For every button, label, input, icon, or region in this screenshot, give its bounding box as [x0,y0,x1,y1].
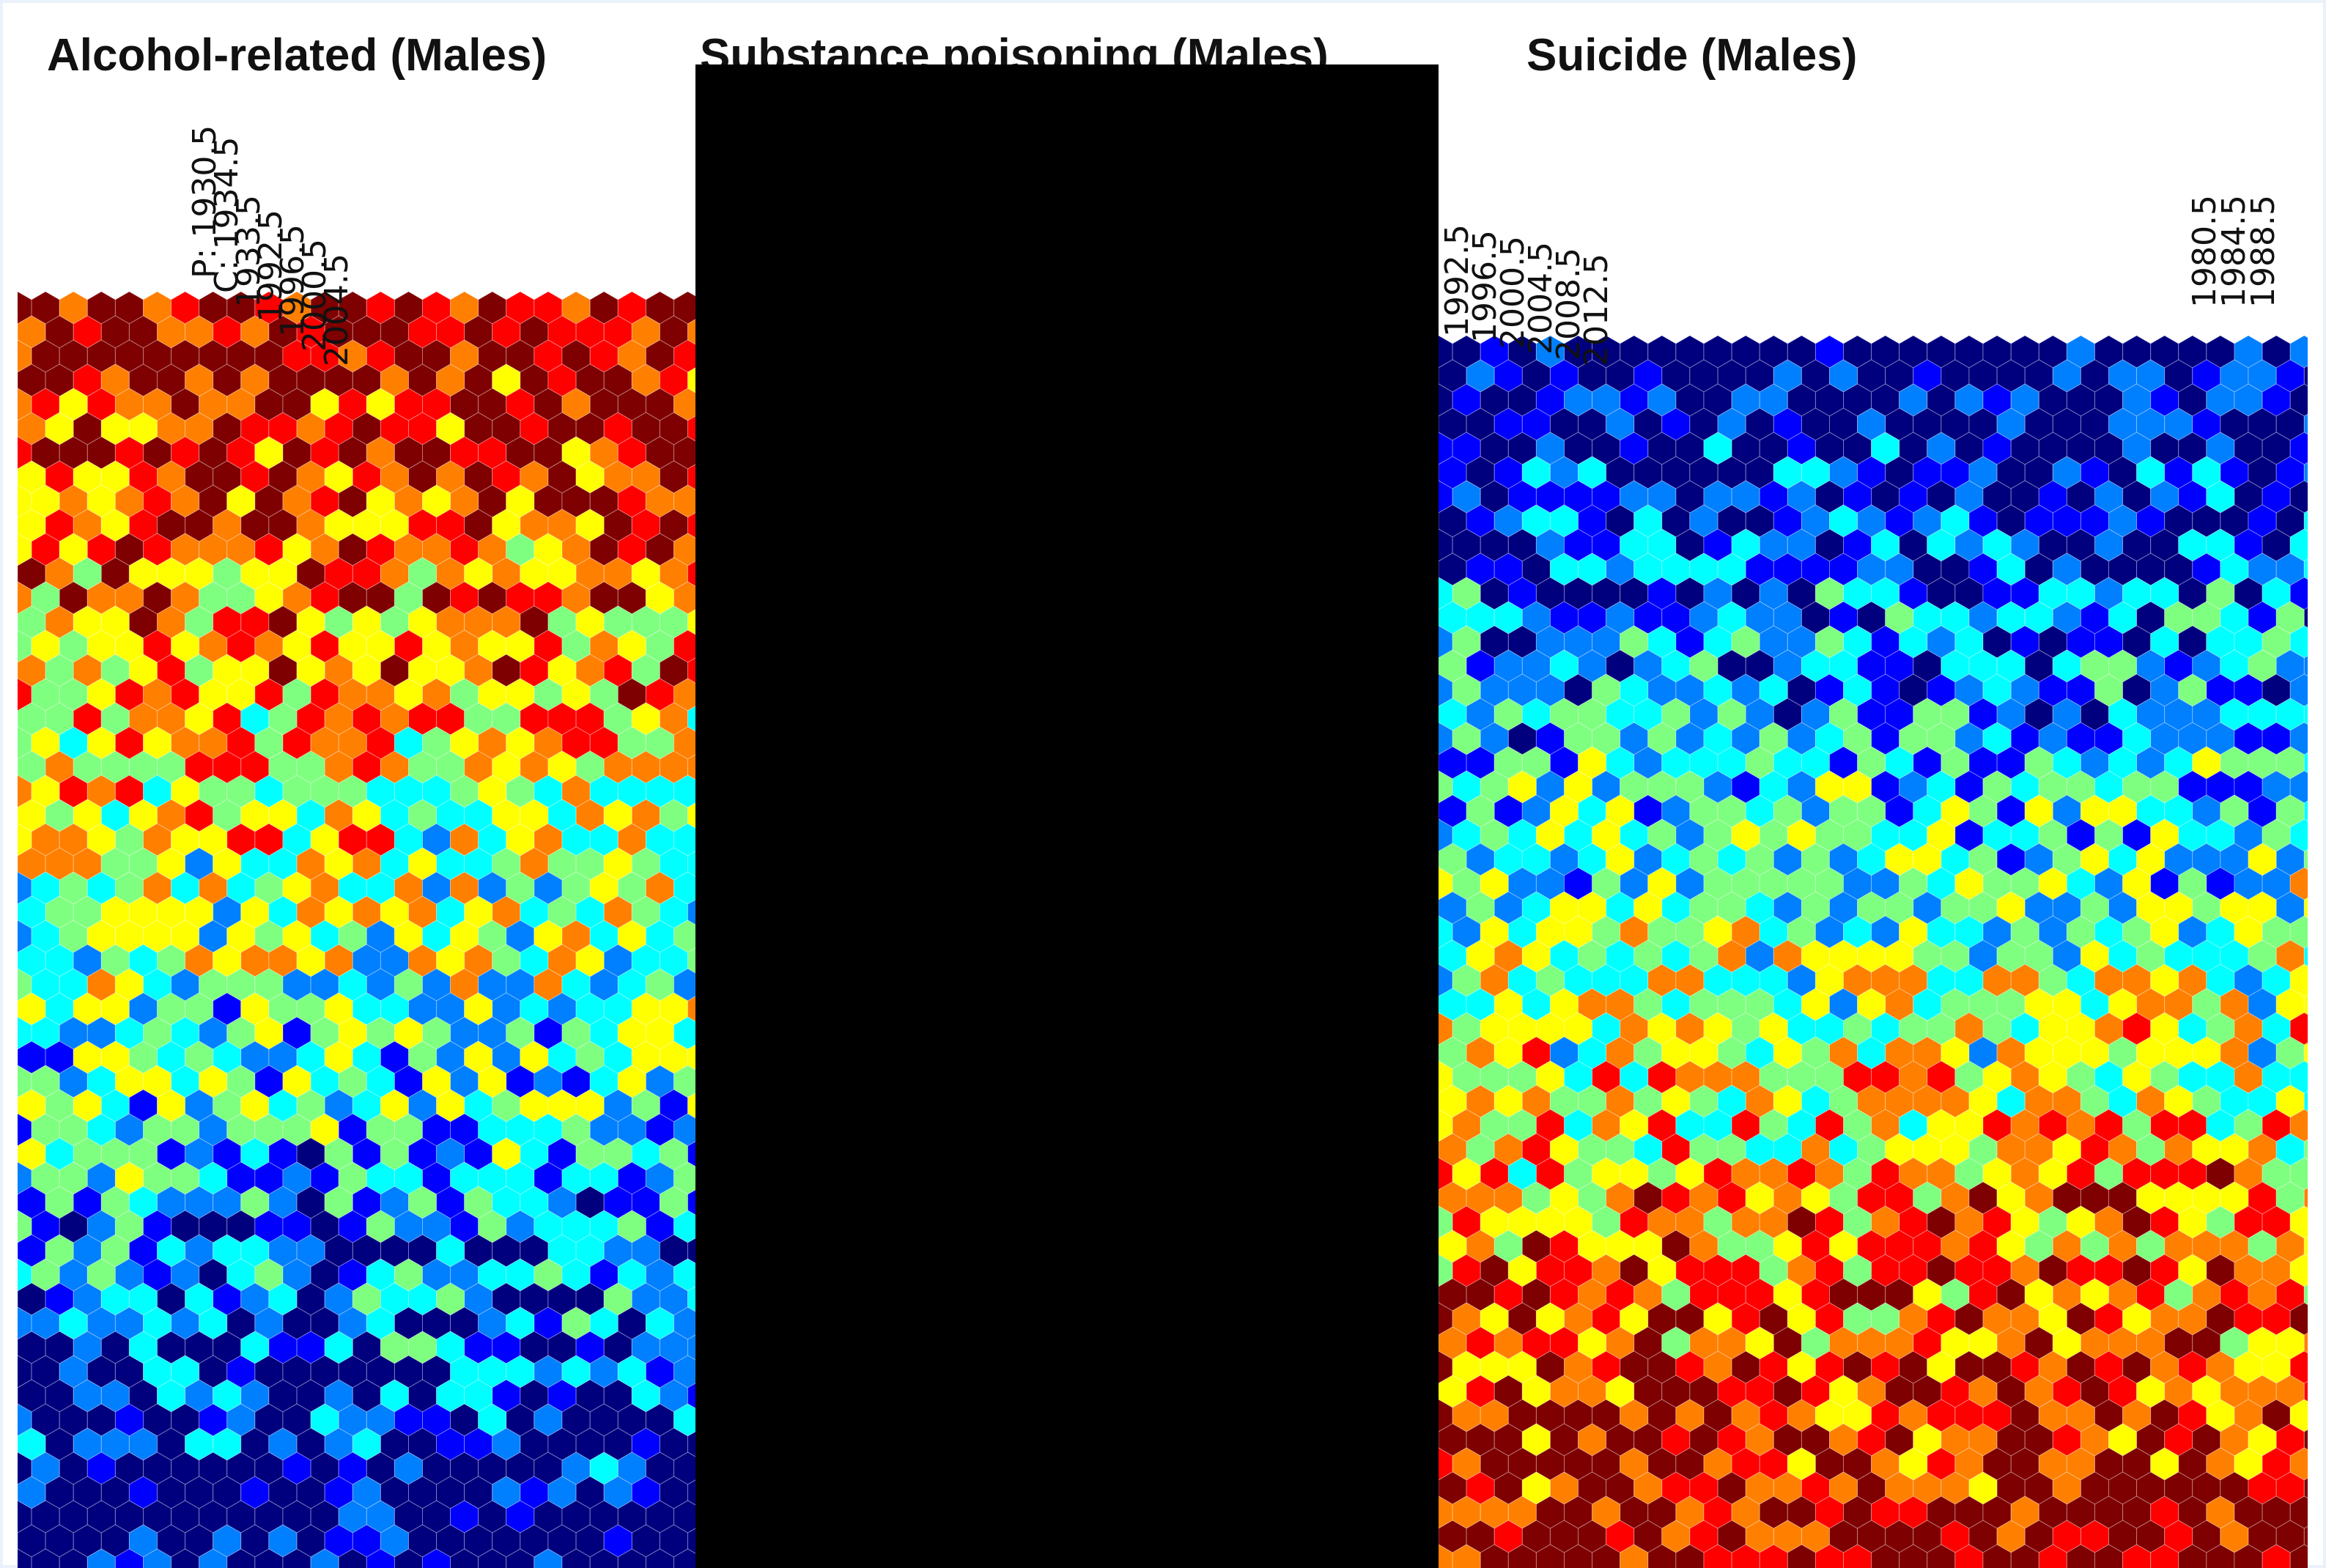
heatmap-cell [687,657,695,684]
heatmap-cell [2303,1380,2308,1402]
heatmap-cell [2303,1187,2308,1209]
alcohol-tick-label: 2004.5 [318,254,355,366]
heatmap-cell [2303,365,2308,387]
heatmap-cell [2303,752,2308,774]
heatmap-cell [2303,1332,2308,1354]
heatmap-cell [2303,1526,2308,1547]
heatmap-cell [687,1528,695,1554]
heatmap-cell [2303,1429,2308,1451]
heatmap-cell [2303,945,2308,967]
heatmap-cell [2303,413,2308,435]
heatmap-cell [687,415,695,442]
suicide-panel: 1992.5 1996.5 2000.5 2004.5 2008.5 2012.5 1980… [1439,0,2308,1568]
heatmap-cell [687,754,695,780]
heatmap-cell [687,1141,695,1167]
alcohol-heatmap: P: 1930.5C: 1934.51933.51992.51996.52000… [18,125,695,1568]
alcohol-tick-label: P: 1930.5 [186,125,224,278]
heatmap-cell [2289,1544,2308,1568]
alcohol-tick-label: 1992.5 [252,210,289,322]
heatmap-cell [2303,462,2308,484]
heatmap-cell [687,851,695,877]
heatmap-cell [687,609,695,635]
heatmap-cell [687,1044,695,1070]
alcohol-tick-label: C: 1934.5 [208,137,245,294]
heatmap-cell [687,1334,695,1361]
heatmap-cell [687,1092,695,1119]
heatmap-cell [687,512,695,539]
heatmap-cell [687,1189,695,1216]
heatmap-cell [2303,558,2308,580]
heatmap-cell [2303,994,2308,1016]
heatmap-cell [687,1383,695,1409]
panel-title-alcohol: Alcohol-related (Males) [47,30,547,81]
heatmap-cell [2303,703,2308,725]
suicide-tick-label: 1992.5 [1439,224,1476,337]
suicide-tick-label: 2012.5 [1578,254,1615,366]
suicide-tick-label: 2004.5 [1522,242,1559,355]
heatmap-cell [687,996,695,1022]
heatmap-cell [2303,655,2308,677]
suicide-tick-label: 2000.5 [1494,236,1532,349]
heatmap-cell [2303,848,2308,870]
suicide-tick-label: 1988.5 [2245,195,2282,308]
heatmap-cell [687,464,695,490]
heatmap-cell [673,1548,695,1568]
heatmap-cell [687,1238,695,1264]
heatmap-cell [687,1431,695,1457]
heatmap-cell [2303,1477,2308,1499]
alcohol-panel: P: 1930.5 C: 1934.5 1933.5 1992.5 1996.5 2000… [18,0,695,1568]
suicide-tick-label: 1996.5 [1466,230,1504,343]
heatmap-cell [2303,800,2308,822]
heatmap-cell [2303,1090,2308,1112]
heatmap-cell [2303,1235,2308,1257]
suicide-tick-label: 1980.5 [2186,195,2223,308]
heatmap-cell [687,802,695,829]
heatmap-cell [687,706,695,732]
alcohol-tick-label: 1933.5 [230,195,267,308]
heatmap-cell [687,319,695,345]
heatmap-cell [687,1479,695,1506]
heatmap-cell [687,1286,695,1312]
heatmap-cell [2303,897,2308,919]
heatmap-cell [687,367,695,393]
suicide-tick-label: 2008.5 [1550,248,1587,360]
heatmap-cell [687,899,695,925]
heatmap-cell [2303,1042,2308,1064]
occluding-black-block [695,64,1439,1568]
heatmap-cell [687,947,695,974]
alcohol-tick-label: 1996.5 [274,224,311,337]
heatmap-cell [2303,1139,2308,1161]
heatmap-cell [2303,607,2308,629]
suicide-tick-label: 1984.5 [2215,195,2253,308]
alcohol-tick-label: 2000.5 [296,239,333,352]
heatmap-cell [2303,510,2308,532]
heatmap-cell [2303,1284,2308,1306]
heatmap-cell [687,561,695,587]
panel-title-suicide: Suicide (Males) [1526,30,1858,81]
